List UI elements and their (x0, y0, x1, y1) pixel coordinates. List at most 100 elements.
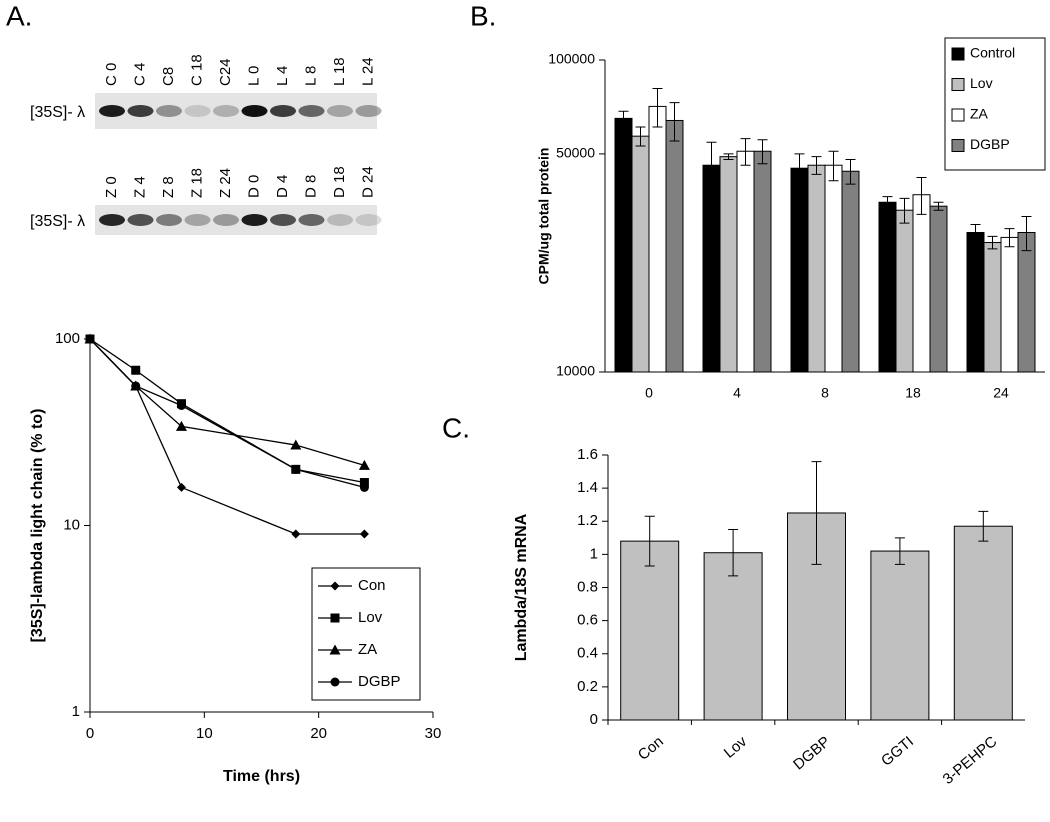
marker (176, 482, 186, 492)
panel-label: A. (6, 0, 32, 31)
bar (1000, 236, 1019, 373)
bar (912, 194, 931, 373)
error-bar (652, 88, 663, 128)
bar (620, 540, 680, 721)
bar (953, 525, 1013, 721)
error-bar (845, 158, 856, 185)
y-tick-label: 10 (63, 516, 80, 533)
gel-band (127, 105, 154, 117)
bar (719, 156, 738, 373)
gel-band (327, 214, 353, 226)
marker (291, 529, 301, 539)
x-tick-label: 20 (310, 725, 327, 742)
error-bar (635, 126, 646, 147)
lane-label: D 18 (331, 166, 348, 198)
gel-band (355, 105, 382, 117)
y-tick-label: 0.8 (577, 578, 598, 595)
legend-box (311, 567, 421, 701)
gel-band (241, 214, 268, 226)
marker (359, 478, 369, 488)
legend-swatch (951, 108, 965, 122)
lane-label: D 4 (274, 175, 291, 198)
gel-band (298, 105, 325, 117)
error-bar (618, 110, 629, 127)
legend-label: ZA (358, 641, 377, 658)
line (89, 338, 365, 489)
bar (614, 117, 633, 373)
error-bar (757, 139, 768, 165)
marker (330, 677, 340, 687)
error-bar (970, 224, 981, 242)
lane-label: D 24 (359, 166, 376, 198)
error-bar (740, 138, 751, 166)
lane-label: Z 18 (188, 168, 205, 198)
lane-label: C24 (217, 58, 234, 86)
x-axis-label: Time (hrs) (223, 768, 300, 785)
gel-band (184, 214, 211, 226)
gel-band (327, 105, 353, 117)
x-tick-label: 18 (905, 385, 921, 401)
gel-band (184, 105, 211, 117)
error-bar (811, 156, 822, 175)
error-bar (933, 201, 944, 211)
x-tick-label: 30 (425, 725, 442, 742)
gel-label: [35S]- λ (30, 104, 85, 121)
error-bar (669, 102, 680, 142)
error-bar (987, 235, 998, 250)
y-tick-label: 0.2 (577, 678, 598, 695)
gel-band (127, 214, 154, 226)
marker (358, 459, 370, 470)
x-tick-label: 8 (821, 385, 829, 401)
y-tick-label: 10000 (556, 363, 595, 379)
legend-swatch (951, 78, 965, 91)
lane-label: Z 4 (131, 176, 148, 198)
bar (702, 164, 721, 373)
y-tick-label: 100000 (548, 51, 595, 67)
y-tick-label: 50000 (556, 145, 595, 161)
x-tick-label: Con (635, 733, 667, 764)
gel-band (298, 214, 325, 226)
bar (929, 205, 948, 373)
bar (665, 119, 684, 373)
bar (787, 512, 846, 721)
gel-band (213, 105, 239, 117)
gel-label: [35S]- λ (30, 213, 85, 230)
marker (131, 381, 141, 391)
x-tick-label: Lov (721, 733, 751, 762)
y-tick-label: 0 (590, 711, 598, 728)
bar (1017, 231, 1036, 373)
x-tick-label: DGBP (790, 733, 833, 773)
line (89, 338, 365, 467)
gel-band (355, 214, 382, 226)
y-tick-label: 0.4 (577, 645, 598, 662)
bar (736, 150, 755, 373)
line (89, 338, 365, 535)
bar (841, 170, 860, 373)
error-bar (894, 537, 905, 565)
gel-band (213, 214, 239, 226)
error-bar (723, 153, 734, 160)
y-tick-label: 1.6 (577, 446, 598, 463)
legend-label: DGBP (970, 136, 1010, 152)
legend-swatch (951, 47, 965, 61)
line (89, 338, 365, 484)
marker (330, 613, 340, 623)
bar (703, 552, 763, 721)
lane-label: L 0 (245, 66, 262, 86)
bar (753, 150, 772, 373)
y-axis-label: Lambda/18S mRNA (513, 513, 530, 661)
error-bar (794, 153, 805, 185)
bar (631, 135, 650, 373)
error-bar (978, 510, 989, 542)
gel-band (156, 214, 182, 226)
marker (290, 439, 302, 450)
legend-label: Lov (970, 75, 993, 91)
y-tick-label: 1.2 (577, 512, 598, 529)
bar (807, 164, 826, 373)
legend-swatch (951, 139, 965, 152)
marker (329, 644, 341, 655)
error-bar (916, 177, 927, 215)
marker (359, 482, 369, 492)
